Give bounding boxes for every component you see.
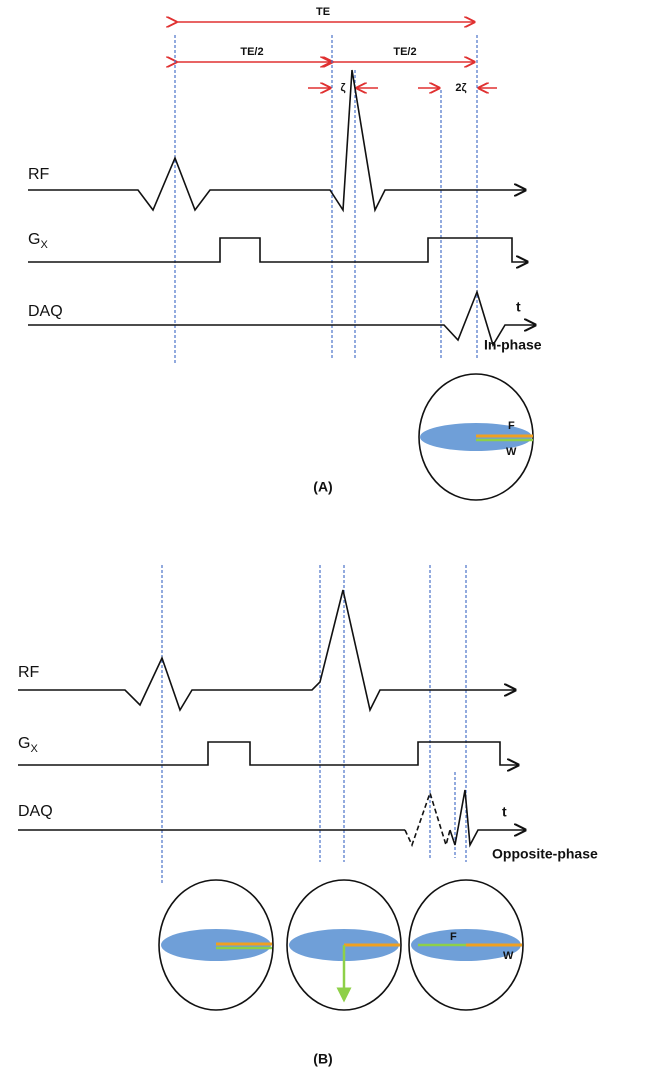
daq-waveform (28, 289, 535, 347)
caption: (B) (313, 1051, 332, 1067)
gx-main: G (18, 735, 30, 752)
water-label: W (506, 446, 517, 458)
phase-label: In-phase (484, 337, 542, 353)
daq-label: DAQ (18, 803, 53, 820)
panel-a: TE TE/2 TE/2 ζ 2ζ RF GX DAQ t In-phase F… (28, 6, 542, 501)
daq-label: DAQ (28, 303, 63, 320)
phase-label: Opposite-phase (492, 846, 598, 862)
rf-waveform (28, 69, 525, 213)
gx-label: GX (18, 735, 38, 755)
rf-waveform (18, 589, 515, 713)
spin-diagram (158, 879, 274, 1011)
sphere (408, 879, 524, 1011)
gx-sub: X (40, 239, 48, 251)
time-axis-label: t (502, 804, 507, 820)
gx-waveform (28, 237, 527, 262)
water-label: W (503, 950, 514, 962)
spin-diagram: F W (408, 879, 524, 1011)
gx-sub: X (30, 743, 38, 755)
fat-label: F (450, 931, 457, 943)
fat-label: F (508, 420, 515, 432)
daq-dashed-echo (404, 790, 451, 848)
daq-echo (449, 789, 525, 848)
gx-label: GX (28, 231, 48, 251)
time-axis-label: t (516, 299, 521, 315)
te-label: TE (316, 6, 330, 18)
timing-arrows: TE TE/2 TE/2 ζ 2ζ (176, 6, 497, 94)
caption: (A) (313, 479, 332, 495)
sphere (158, 879, 274, 1011)
te-half-label: TE/2 (240, 46, 263, 58)
rf-label: RF (18, 664, 40, 681)
zeta-label: ζ (340, 82, 345, 94)
two-zeta-label: 2ζ (455, 82, 466, 94)
dashed-guides (161, 565, 467, 885)
gx-main: G (28, 231, 40, 248)
gx-waveform (18, 741, 518, 765)
spin-diagram: F W (418, 373, 534, 501)
dashed-guides (174, 35, 478, 365)
rf-label: RF (28, 166, 50, 183)
te-half-label: TE/2 (393, 46, 416, 58)
sphere (286, 879, 402, 1011)
panel-b: RF GX DAQ t Opposite-phase F W (B) (18, 565, 598, 1067)
spin-diagram (286, 879, 402, 1011)
